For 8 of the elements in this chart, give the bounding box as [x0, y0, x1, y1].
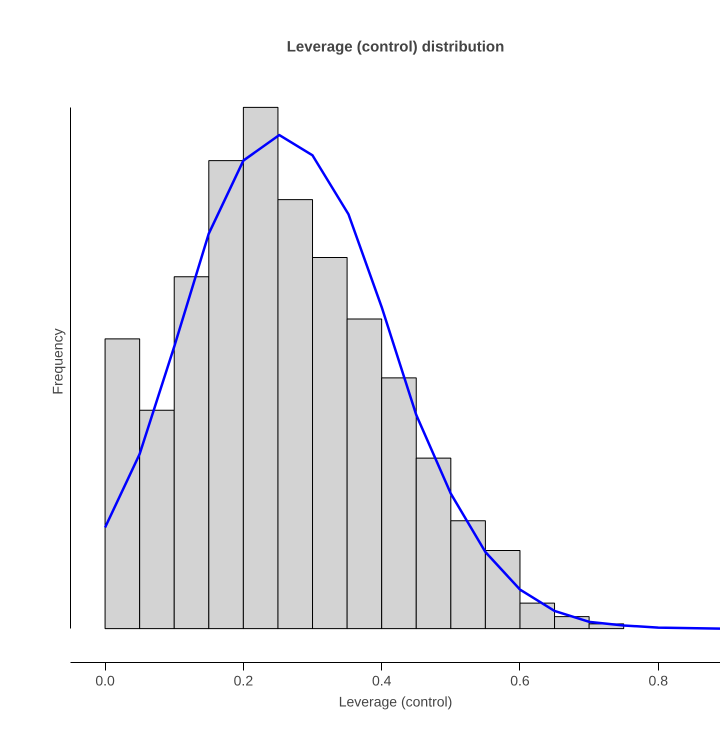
chart-title: Leverage (control) distribution: [286, 38, 504, 56]
x-tick-label: 0.4: [372, 672, 392, 688]
x-tick-label: 0.6: [510, 672, 530, 688]
x-axis-title: Leverage (control): [338, 694, 452, 710]
x-tick-label: 0.2: [234, 672, 254, 688]
y-axis-title: Frequency: [50, 328, 66, 395]
x-tick-label: 0.8: [648, 672, 668, 688]
x-tick-label: 0.0: [95, 672, 116, 688]
